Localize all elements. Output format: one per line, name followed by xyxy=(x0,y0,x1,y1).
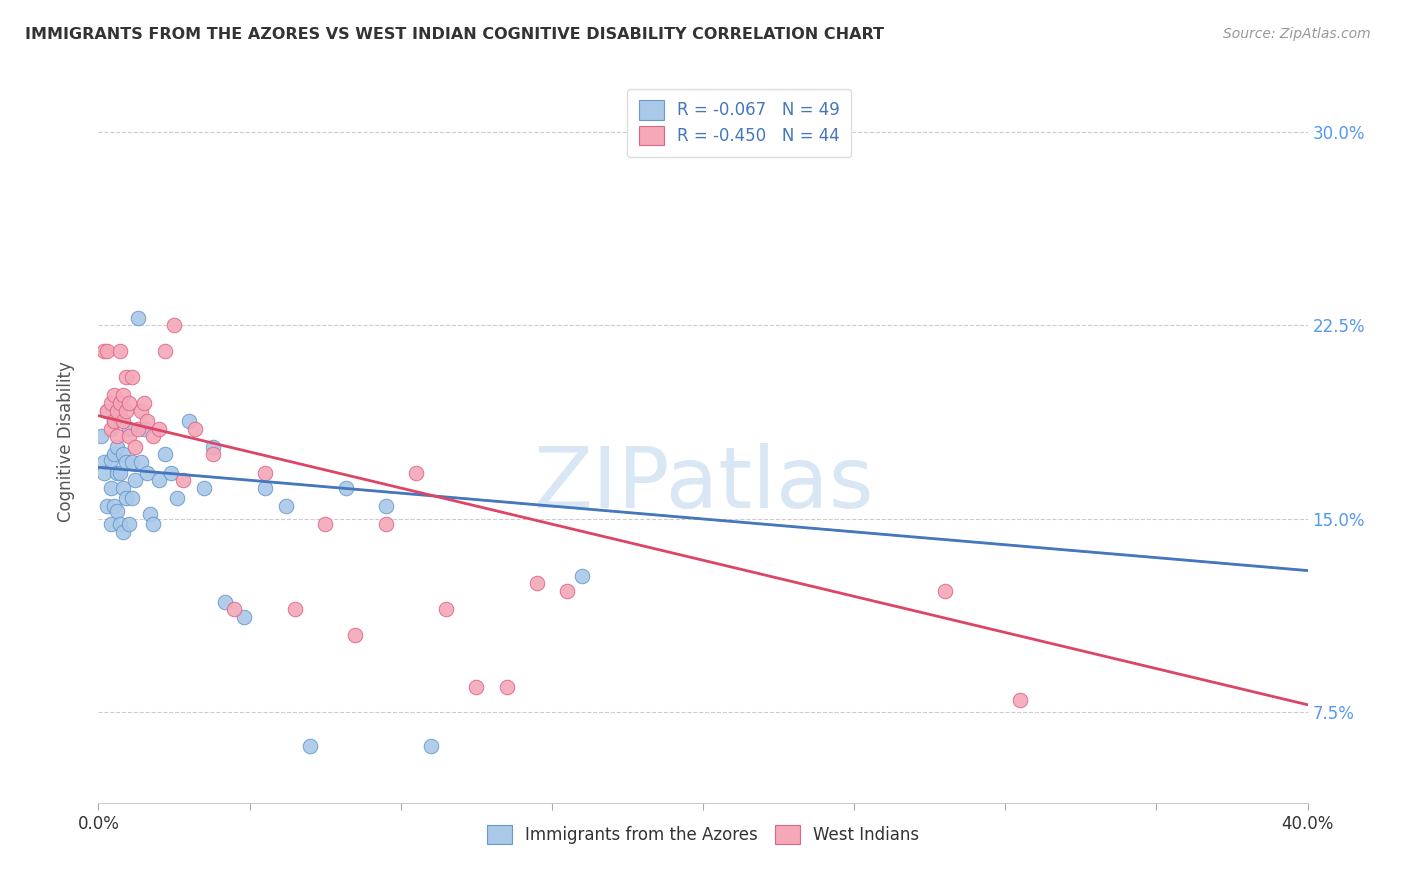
Point xyxy=(100,517,122,532)
Point xyxy=(253,481,276,495)
Point xyxy=(214,594,236,608)
Point xyxy=(129,403,152,417)
Point xyxy=(114,491,136,506)
Point xyxy=(374,517,396,532)
Point xyxy=(253,466,276,480)
Point xyxy=(202,440,225,454)
Point xyxy=(132,422,155,436)
Point xyxy=(103,499,125,513)
Point xyxy=(114,403,136,417)
Point xyxy=(160,466,183,480)
Point xyxy=(135,414,157,428)
Point xyxy=(118,517,141,532)
Point xyxy=(105,440,128,454)
Point xyxy=(96,344,118,359)
Point xyxy=(166,491,188,506)
Point xyxy=(232,610,254,624)
Point xyxy=(105,429,128,443)
Point xyxy=(114,455,136,469)
Point xyxy=(374,499,396,513)
Point xyxy=(135,466,157,480)
Point xyxy=(100,452,122,467)
Point xyxy=(111,414,134,428)
Point xyxy=(121,370,143,384)
Point xyxy=(111,388,134,402)
Point xyxy=(93,344,115,359)
Point xyxy=(420,739,443,753)
Point xyxy=(153,447,176,461)
Point xyxy=(108,466,131,480)
Y-axis label: Cognitive Disability: Cognitive Disability xyxy=(56,361,75,522)
Point xyxy=(148,473,170,487)
Point xyxy=(344,628,367,642)
Point xyxy=(465,680,488,694)
Point xyxy=(100,422,122,436)
Point xyxy=(124,440,146,454)
Point xyxy=(299,739,322,753)
Point xyxy=(105,504,128,518)
Point xyxy=(108,396,131,410)
Point xyxy=(103,447,125,461)
Point xyxy=(555,584,578,599)
Point xyxy=(121,455,143,469)
Point xyxy=(105,403,128,417)
Point xyxy=(111,524,134,539)
Point xyxy=(100,481,122,495)
Point xyxy=(127,422,149,436)
Point xyxy=(105,466,128,480)
Point xyxy=(193,481,215,495)
Point xyxy=(335,481,357,495)
Point xyxy=(124,473,146,487)
Text: ZIPatlas: ZIPatlas xyxy=(533,443,873,526)
Text: Source: ZipAtlas.com: Source: ZipAtlas.com xyxy=(1223,27,1371,41)
Point xyxy=(96,499,118,513)
Point xyxy=(121,491,143,506)
Point xyxy=(103,414,125,428)
Point xyxy=(129,455,152,469)
Point xyxy=(90,429,112,443)
Point xyxy=(163,318,186,333)
Point xyxy=(526,576,548,591)
Point xyxy=(153,344,176,359)
Legend: Immigrants from the Azores, West Indians: Immigrants from the Azores, West Indians xyxy=(475,814,931,856)
Point xyxy=(224,602,246,616)
Point xyxy=(434,602,457,616)
Text: IMMIGRANTS FROM THE AZORES VS WEST INDIAN COGNITIVE DISABILITY CORRELATION CHART: IMMIGRANTS FROM THE AZORES VS WEST INDIA… xyxy=(25,27,884,42)
Point xyxy=(148,422,170,436)
Point xyxy=(118,396,141,410)
Point xyxy=(571,568,593,582)
Point xyxy=(118,429,141,443)
Point xyxy=(100,396,122,410)
Point xyxy=(405,466,427,480)
Point xyxy=(142,429,165,443)
Point xyxy=(495,680,517,694)
Point xyxy=(96,403,118,417)
Point xyxy=(103,414,125,428)
Point xyxy=(108,517,131,532)
Point xyxy=(284,602,307,616)
Point xyxy=(132,396,155,410)
Point xyxy=(111,447,134,461)
Point xyxy=(96,403,118,417)
Point xyxy=(142,517,165,532)
Point xyxy=(179,414,201,428)
Point xyxy=(934,584,956,599)
Point xyxy=(114,370,136,384)
Point xyxy=(1010,692,1032,706)
Point xyxy=(314,517,336,532)
Point xyxy=(103,388,125,402)
Point xyxy=(172,473,194,487)
Point xyxy=(108,344,131,359)
Point xyxy=(274,499,297,513)
Point xyxy=(118,422,141,436)
Point xyxy=(93,455,115,469)
Point xyxy=(108,403,131,417)
Point xyxy=(184,422,207,436)
Point xyxy=(111,481,134,495)
Point xyxy=(202,447,225,461)
Point xyxy=(127,310,149,325)
Point xyxy=(93,466,115,480)
Point xyxy=(139,507,162,521)
